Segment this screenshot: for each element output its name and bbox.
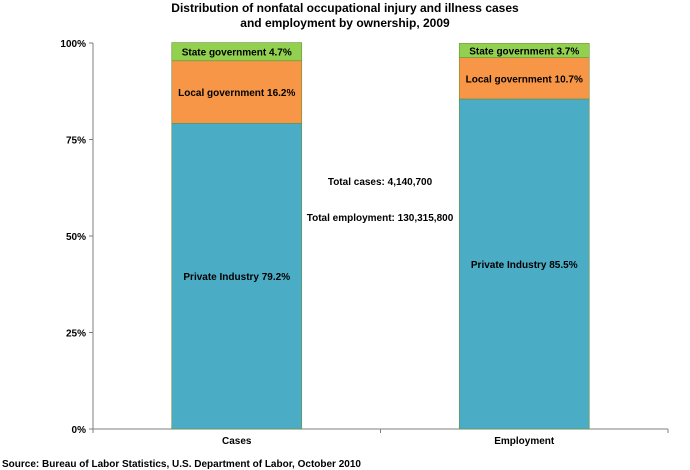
bar-segment [458, 57, 590, 100]
x-tick-label: Employment [494, 436, 555, 447]
source-note: Source: Bureau of Labor Statistics, U.S.… [2, 459, 361, 470]
chart-title-line-1: Distribution of nonfatal occupational in… [171, 1, 519, 15]
data-label: State government 4.7% [182, 48, 292, 59]
bar-segment [458, 43, 590, 58]
y-tick-label: 0% [72, 425, 87, 436]
data-label: State government 3.7% [469, 47, 579, 58]
total-cases-annotation: Total cases: 4,140,700 [328, 177, 433, 188]
total-employment-annotation: Total employment: 130,315,800 [307, 213, 454, 224]
y-tick-label: 75% [66, 136, 86, 147]
y-tick-label: 50% [66, 232, 86, 243]
bar-segment [171, 42, 303, 62]
chart-title-line-2: and employment by ownership, 2009 [240, 16, 450, 30]
bar-segment [458, 98, 590, 430]
data-label: Private Industry 79.2% [183, 272, 290, 283]
y-tick-label: 25% [66, 329, 86, 340]
chart-title: Distribution of nonfatal occupational in… [171, 1, 519, 30]
plot-area: 0% 25% 50% 75% 100% Private Industry 79.2% Loc… [60, 39, 669, 447]
data-label: Local government 10.7% [466, 74, 583, 85]
data-label: Private Industry 85.5% [471, 260, 578, 271]
bar-segment [171, 60, 303, 124]
y-tick-label: 100% [60, 39, 86, 50]
x-tick-label: Cases [222, 436, 252, 447]
annotations: Total cases: 4,140,700 Total employment:… [307, 177, 454, 224]
data-label: Local government 16.2% [178, 88, 295, 99]
